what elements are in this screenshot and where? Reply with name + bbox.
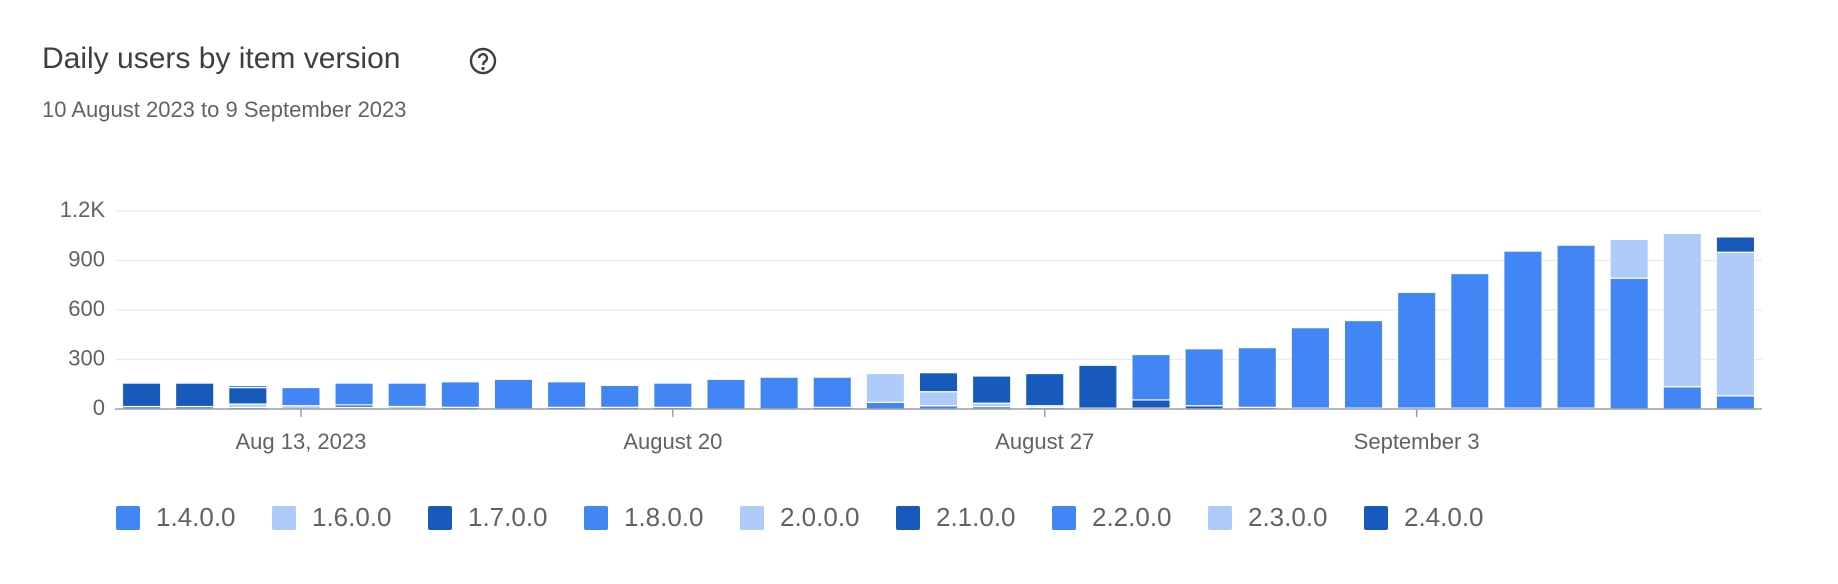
- bar-segment: [1503, 250, 1543, 409]
- bar-segment: [1715, 251, 1756, 397]
- bar-segment: [1609, 238, 1649, 279]
- bar-segment: [1343, 319, 1384, 409]
- legend-label: 1.7.0.0: [468, 502, 548, 532]
- bar-segment: [706, 378, 746, 410]
- y-tick-label: 600: [68, 296, 105, 321]
- bar-segment: [174, 382, 215, 408]
- legend-swatch: [740, 506, 764, 530]
- bar-segment: [546, 381, 587, 408]
- bar-segment: [1715, 236, 1756, 253]
- x-tick-label: August 20: [623, 429, 722, 454]
- legend-swatch: [1052, 506, 1076, 530]
- bar-segment: [387, 382, 427, 408]
- bar-segment: [812, 376, 852, 408]
- y-tick-label: 300: [68, 345, 105, 370]
- legend-label: 2.1.0.0: [936, 502, 1016, 532]
- bar-segment: [1396, 291, 1437, 409]
- bar-segment: [228, 386, 268, 405]
- legend-swatch: [896, 506, 920, 530]
- bar-segment: [971, 375, 1012, 404]
- bar-segment: [1025, 372, 1065, 407]
- legend-label: 2.0.0.0: [780, 502, 860, 532]
- bar-segment: [334, 382, 374, 406]
- legend-label: 1.4.0.0: [156, 502, 236, 532]
- bar-segment: [1662, 232, 1703, 388]
- bar-segment: [121, 382, 162, 408]
- bar-segment: [1078, 364, 1118, 409]
- bar-segment: [1131, 353, 1171, 401]
- legend-label: 1.6.0.0: [312, 502, 392, 532]
- bar-segment: [759, 376, 799, 410]
- bar-segment: [918, 391, 959, 407]
- bar-segment: [1237, 347, 1278, 408]
- help-icon[interactable]: [469, 47, 497, 75]
- bar-segment: [1715, 395, 1756, 410]
- x-tick-label: September 3: [1354, 429, 1480, 454]
- help-mark: [477, 52, 489, 66]
- y-tick-label: 900: [68, 246, 105, 271]
- legend-label: 2.3.0.0: [1248, 502, 1328, 532]
- bar-segment: [653, 382, 693, 408]
- legend-label: 1.8.0.0: [624, 502, 704, 532]
- bar-segment: [1609, 277, 1649, 410]
- bar-segment: [865, 372, 906, 403]
- bar-segment: [228, 384, 268, 389]
- bar-segment: [493, 378, 534, 410]
- x-tick-label: August 27: [995, 429, 1094, 454]
- legend-swatch: [1208, 506, 1232, 530]
- legend-label: 2.4.0.0: [1404, 502, 1484, 532]
- bar-segment: [1450, 272, 1490, 409]
- legend-swatch: [272, 506, 296, 530]
- y-tick-label: 0: [93, 395, 105, 420]
- x-tick-label: Aug 13, 2023: [235, 429, 366, 454]
- help-circle: [469, 47, 497, 75]
- legend-swatch: [428, 506, 452, 530]
- legend-label: 2.2.0.0: [1092, 502, 1172, 532]
- bar-segment: [1131, 399, 1171, 409]
- bar-segment: [599, 384, 640, 408]
- legend-swatch: [1364, 506, 1388, 530]
- bar-segment: [1662, 386, 1703, 410]
- bar-segment: [1290, 327, 1331, 409]
- bar-segment: [281, 386, 321, 407]
- bar-segment: [918, 372, 959, 393]
- y-tick-label: 1.2K: [60, 197, 106, 222]
- chart-title: Daily users by item version: [42, 42, 400, 75]
- legend-swatch: [116, 506, 140, 530]
- bar-segment: [1184, 348, 1224, 407]
- chart-subtitle: 10 August 2023 to 9 September 2023: [42, 97, 407, 122]
- legend-swatch: [584, 506, 608, 530]
- bar-segment: [865, 401, 906, 410]
- bar-segment: [1556, 244, 1596, 409]
- help-dot: [481, 66, 485, 71]
- bar-segment: [440, 381, 481, 408]
